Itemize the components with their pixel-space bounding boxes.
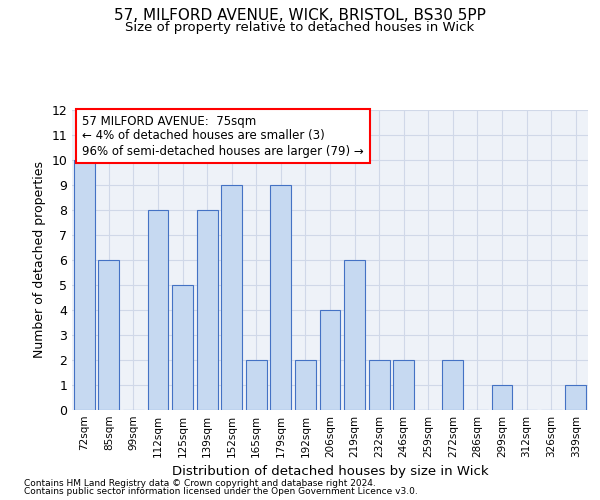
Y-axis label: Number of detached properties: Number of detached properties — [33, 162, 46, 358]
Bar — [442, 360, 463, 410]
Text: 57, MILFORD AVENUE, WICK, BRISTOL, BS30 5PP: 57, MILFORD AVENUE, WICK, BRISTOL, BS30 … — [114, 8, 486, 22]
Bar — [344, 260, 365, 410]
Bar — [221, 185, 242, 410]
Bar — [393, 360, 414, 410]
Bar — [98, 260, 119, 410]
Text: Contains HM Land Registry data © Crown copyright and database right 2024.: Contains HM Land Registry data © Crown c… — [24, 478, 376, 488]
Bar — [295, 360, 316, 410]
Bar — [148, 210, 169, 410]
Bar — [271, 185, 292, 410]
Bar — [565, 385, 586, 410]
Bar — [246, 360, 267, 410]
Text: Size of property relative to detached houses in Wick: Size of property relative to detached ho… — [125, 21, 475, 34]
Bar — [197, 210, 218, 410]
Text: Contains public sector information licensed under the Open Government Licence v3: Contains public sector information licen… — [24, 487, 418, 496]
Bar — [172, 285, 193, 410]
Bar — [74, 160, 95, 410]
Bar — [491, 385, 512, 410]
Text: 57 MILFORD AVENUE:  75sqm
← 4% of detached houses are smaller (3)
96% of semi-de: 57 MILFORD AVENUE: 75sqm ← 4% of detache… — [82, 114, 364, 158]
Bar — [320, 310, 340, 410]
Bar — [368, 360, 389, 410]
X-axis label: Distribution of detached houses by size in Wick: Distribution of detached houses by size … — [172, 466, 488, 478]
